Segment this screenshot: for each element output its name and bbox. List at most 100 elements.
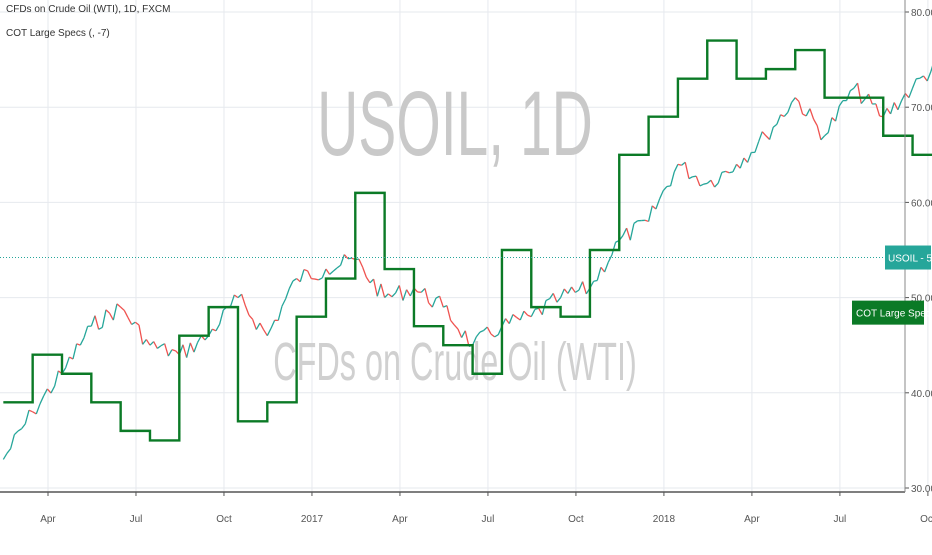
price-segment xyxy=(374,279,378,296)
price-segment xyxy=(700,184,704,186)
price-segment xyxy=(535,308,539,309)
price-segment xyxy=(784,112,788,116)
price-segment xyxy=(403,290,407,301)
price-segment xyxy=(359,259,363,267)
price-segment xyxy=(168,350,172,356)
watermark-name: CFDs on Crude Oil (WTI) xyxy=(273,333,637,392)
price-segment xyxy=(766,136,770,140)
price-segment xyxy=(102,310,106,328)
price-segment xyxy=(649,206,653,222)
price-segment xyxy=(605,262,609,272)
price-segment xyxy=(143,339,147,344)
price-segment xyxy=(407,290,411,296)
price-segment xyxy=(825,133,829,136)
price-segment xyxy=(568,287,572,293)
price-segment xyxy=(14,431,18,435)
price-segment xyxy=(256,323,260,330)
price-segment xyxy=(737,164,741,168)
price-segment xyxy=(894,103,898,110)
price-segment xyxy=(132,322,136,324)
price-segment xyxy=(564,289,568,294)
price-segment xyxy=(212,329,216,331)
x-tick-label: Apr xyxy=(744,514,760,525)
price-segment xyxy=(608,255,612,262)
price-segment xyxy=(733,164,737,172)
price-segment xyxy=(817,126,821,140)
price-segment xyxy=(293,279,297,281)
price-segment xyxy=(260,323,264,330)
price-segment xyxy=(84,326,88,338)
price-segment xyxy=(685,162,689,178)
price-segment xyxy=(740,158,744,168)
price-segment xyxy=(3,453,7,459)
price-segment xyxy=(832,118,836,121)
price-segment xyxy=(806,109,810,116)
price-segment xyxy=(656,199,660,209)
price-segment xyxy=(348,258,352,259)
price-segment xyxy=(674,164,678,172)
price-segment xyxy=(421,288,425,292)
price-segment xyxy=(891,103,895,114)
legend-indicator: COT Large Specs (, -7) xyxy=(6,28,110,39)
price-segment xyxy=(660,191,664,199)
price-segment xyxy=(792,98,796,103)
price-segment xyxy=(810,109,814,119)
price-segment xyxy=(887,108,891,114)
price-segment xyxy=(319,278,323,280)
price-segment xyxy=(190,343,194,352)
price-segment xyxy=(264,330,268,336)
price-label-text: USOIL - 54.21 xyxy=(888,254,932,265)
price-segment xyxy=(667,186,671,187)
price-segment xyxy=(850,88,854,91)
price-segment xyxy=(597,267,601,280)
price-segment xyxy=(344,255,348,259)
price-segment xyxy=(194,342,198,352)
price-segment xyxy=(781,115,785,117)
price-segment xyxy=(828,118,832,133)
y-tick-label: 70.00 xyxy=(911,103,932,114)
x-tick-label: Apr xyxy=(40,514,56,525)
price-segment xyxy=(704,183,708,184)
price-segment xyxy=(55,371,59,386)
price-segment xyxy=(506,319,510,324)
price-segment xyxy=(333,268,337,271)
legend-title: CFDs on Crude Oil (WTI), 1D, FXCM xyxy=(6,4,170,15)
price-segment xyxy=(517,317,521,320)
price-segment xyxy=(253,319,257,329)
price-segment xyxy=(557,298,561,303)
price-segment xyxy=(36,404,40,414)
price-segment xyxy=(854,83,858,88)
price-segment xyxy=(429,303,433,307)
price-segment xyxy=(326,269,330,274)
price-segment xyxy=(271,320,275,328)
price-segment xyxy=(847,91,851,101)
price-segment xyxy=(777,115,781,124)
x-tick-label: Jul xyxy=(130,514,143,525)
price-segment xyxy=(520,311,524,320)
price-segment xyxy=(799,101,803,114)
price-segment xyxy=(425,288,429,302)
price-segment xyxy=(905,93,909,97)
price-segment xyxy=(95,316,99,330)
price-segment xyxy=(454,325,458,329)
price-segment xyxy=(755,142,759,153)
price-segment xyxy=(128,318,132,325)
price-segment xyxy=(898,101,902,110)
price-segment xyxy=(337,265,341,268)
price-segment xyxy=(297,279,301,282)
price-segment xyxy=(289,281,293,289)
price-segment xyxy=(821,136,825,140)
price-segment xyxy=(25,410,29,424)
price-segment xyxy=(572,287,576,292)
price-segment xyxy=(748,152,752,162)
price-segment xyxy=(583,282,587,294)
price-segment xyxy=(594,280,598,281)
price-segment xyxy=(154,342,158,349)
price-segment xyxy=(146,339,150,345)
price-segment xyxy=(278,306,282,320)
price-segment xyxy=(216,324,220,331)
price-segment xyxy=(715,183,719,187)
price-segment xyxy=(652,206,656,209)
